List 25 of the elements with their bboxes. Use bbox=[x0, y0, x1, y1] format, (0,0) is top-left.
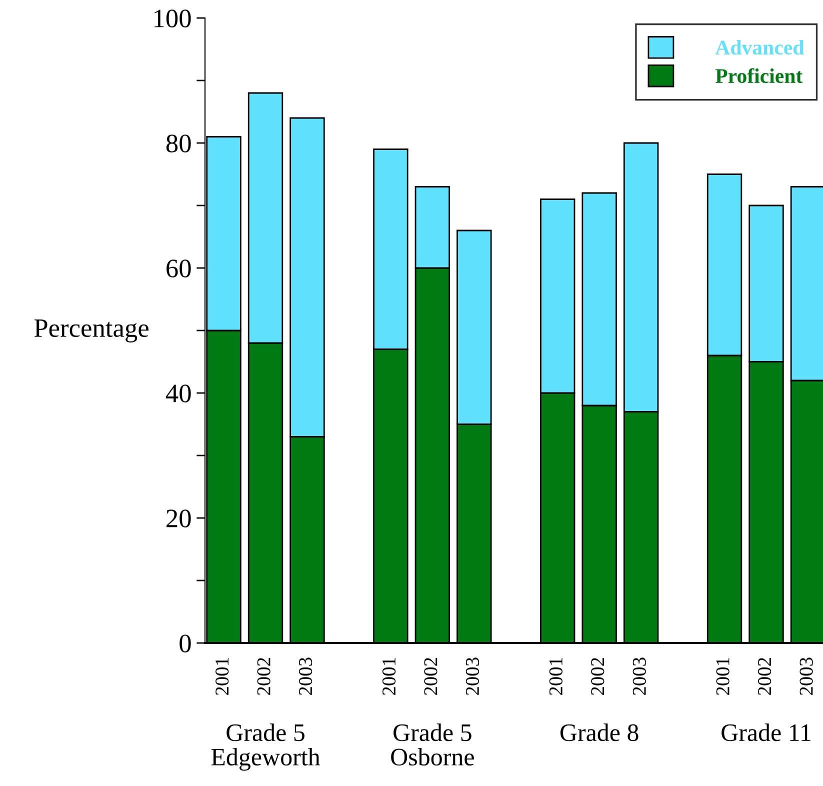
x-tick-label: 2003 bbox=[632, 658, 646, 695]
y-tick-label: 100 bbox=[154, 10, 191, 28]
x-tick-label: 2003 bbox=[466, 658, 480, 695]
y-tick-label: 60 bbox=[166, 260, 191, 278]
legend-label: Proficient bbox=[715, 68, 803, 84]
text: Grade 11 bbox=[722, 724, 810, 742]
x-tick-label: 2003 bbox=[298, 658, 312, 695]
y-tick-label: 0 bbox=[180, 634, 191, 652]
x-tick-label: 2003 bbox=[800, 658, 813, 695]
x-tick-label: 2002 bbox=[591, 658, 604, 695]
legend-label: Advanced bbox=[715, 40, 804, 55]
y-axis-title: Percentage bbox=[34, 319, 148, 342]
x-tick-label: 2002 bbox=[424, 658, 438, 695]
y-tick-label: 80 bbox=[166, 134, 191, 152]
x-tick-label: 2002 bbox=[257, 658, 270, 695]
text: Grade 5 Osborne bbox=[391, 724, 474, 766]
x-tick-label: 2001 bbox=[549, 658, 562, 695]
text: Grade 5 Edgeworth bbox=[211, 724, 320, 771]
x-tick-label: 2002 bbox=[758, 658, 772, 695]
x-tick-label: 2001 bbox=[382, 658, 396, 695]
y-tick-label: 20 bbox=[166, 510, 191, 528]
x-tick-label: 2001 bbox=[216, 658, 229, 695]
x-tick-label: 2001 bbox=[716, 658, 730, 695]
text: Grade 8 bbox=[560, 724, 638, 742]
y-tick-label: 40 bbox=[166, 384, 191, 402]
